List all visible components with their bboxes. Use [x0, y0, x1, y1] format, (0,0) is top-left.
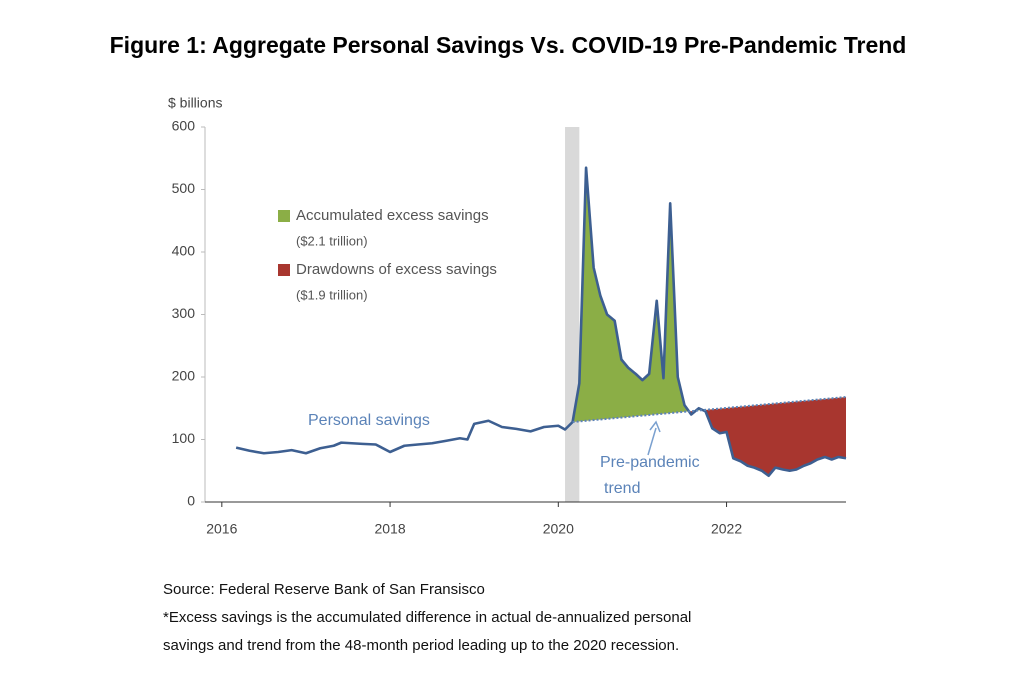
x-tick-label: 2020	[543, 521, 574, 537]
y-tick-label: 0	[187, 493, 195, 509]
footnote: savings and trend from the 48-month peri…	[163, 637, 679, 654]
trend-label: trend	[604, 480, 640, 497]
footnote: Source: Federal Reserve Bank of San Fran…	[163, 581, 485, 598]
trend-line	[572, 396, 847, 423]
x-tick-label: 2022	[711, 521, 742, 537]
recession-band	[565, 127, 580, 502]
legend-swatch	[278, 210, 290, 222]
chart-title: Figure 1: Aggregate Personal Savings Vs.…	[110, 32, 907, 58]
legend-swatch	[278, 264, 290, 276]
arrow-head	[649, 420, 661, 433]
y-axis-label: $ billions	[168, 95, 222, 111]
y-tick-label: 500	[172, 180, 196, 196]
x-tick-label: 2016	[206, 521, 237, 537]
arrow	[647, 427, 657, 456]
legend-label: Accumulated excess savings	[296, 207, 489, 224]
y-tick-label: 300	[172, 305, 196, 321]
savings-line	[235, 166, 847, 478]
y-tick-label: 400	[172, 243, 196, 259]
legend-note: ($2.1 trillion)	[296, 233, 368, 248]
y-tick-label: 100	[172, 430, 196, 446]
x-tick-label: 2018	[374, 521, 405, 537]
legend-note: ($1.9 trillion)	[296, 287, 368, 302]
series-label: Personal savings	[308, 412, 430, 429]
y-tick-label: 600	[172, 118, 196, 134]
trend-label: Pre-pandemic	[600, 454, 700, 471]
y-tick-label: 200	[172, 368, 196, 384]
excess-area	[572, 167, 846, 422]
legend-label: Drawdowns of excess savings	[296, 261, 497, 278]
footnote: *Excess savings is the accumulated diffe…	[163, 609, 691, 626]
